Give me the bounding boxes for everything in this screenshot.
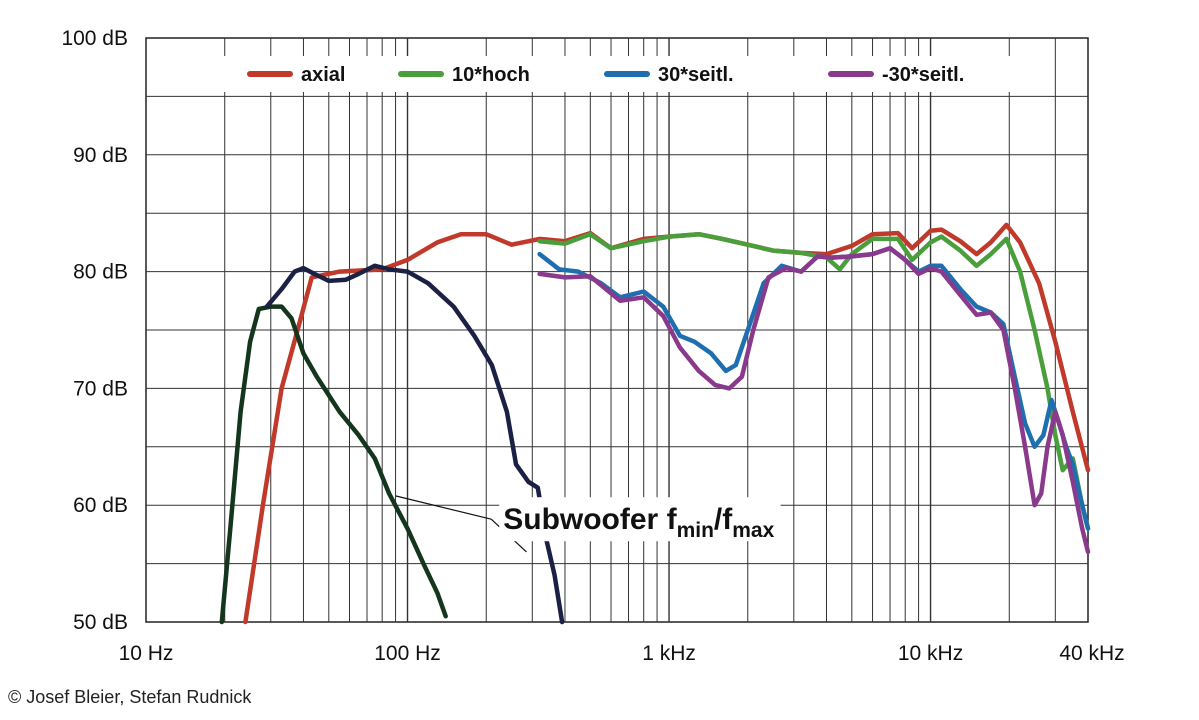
annotation-background <box>499 497 781 542</box>
copyright-notice: © Josef Bleier, Stefan Rudnick <box>8 687 252 707</box>
x-tick-label: 1 kHz <box>642 642 696 665</box>
series-line-subwoofer-4 <box>219 304 448 625</box>
y-tick-label: 80 dB <box>73 261 128 284</box>
series-lines <box>219 222 1091 625</box>
series-line-subwoofer-5 <box>264 263 565 625</box>
x-tick-label: 10 Hz <box>119 642 174 665</box>
legend-label: 30*seitl. <box>658 64 734 86</box>
x-tick-label: 100 Hz <box>374 642 441 665</box>
legend-label: 10*hoch <box>452 64 530 86</box>
annotation-pointer-line <box>395 495 492 520</box>
y-tick-label: 60 dB <box>73 494 128 517</box>
y-tick-label: 70 dB <box>73 377 128 400</box>
y-tick-label: 50 dB <box>73 611 128 634</box>
y-tick-label: 100 dB <box>61 27 128 50</box>
legend-label: axial <box>301 64 345 86</box>
annotation-text: Subwoofer fmin/fmax <box>503 503 774 542</box>
series-line-10-hoch <box>537 231 1091 531</box>
x-tick-label: 40 kHz <box>1059 642 1124 665</box>
axis-tick-labels: 100 dB 90 dB 80 dB 70 dB 60 dB 50 dB 10 Hz 100 … <box>61 27 1124 665</box>
legend-label: -30*seitl. <box>882 64 964 86</box>
x-tick-label: 10 kHz <box>898 642 963 665</box>
y-tick-label: 90 dB <box>73 144 128 167</box>
series-line--30-seitl- <box>537 245 1091 555</box>
legend: axial 10*hoch 30*seitl. -30*seitl. <box>222 56 1047 92</box>
annotation: Subwoofer fmin/fmax <box>395 495 781 553</box>
